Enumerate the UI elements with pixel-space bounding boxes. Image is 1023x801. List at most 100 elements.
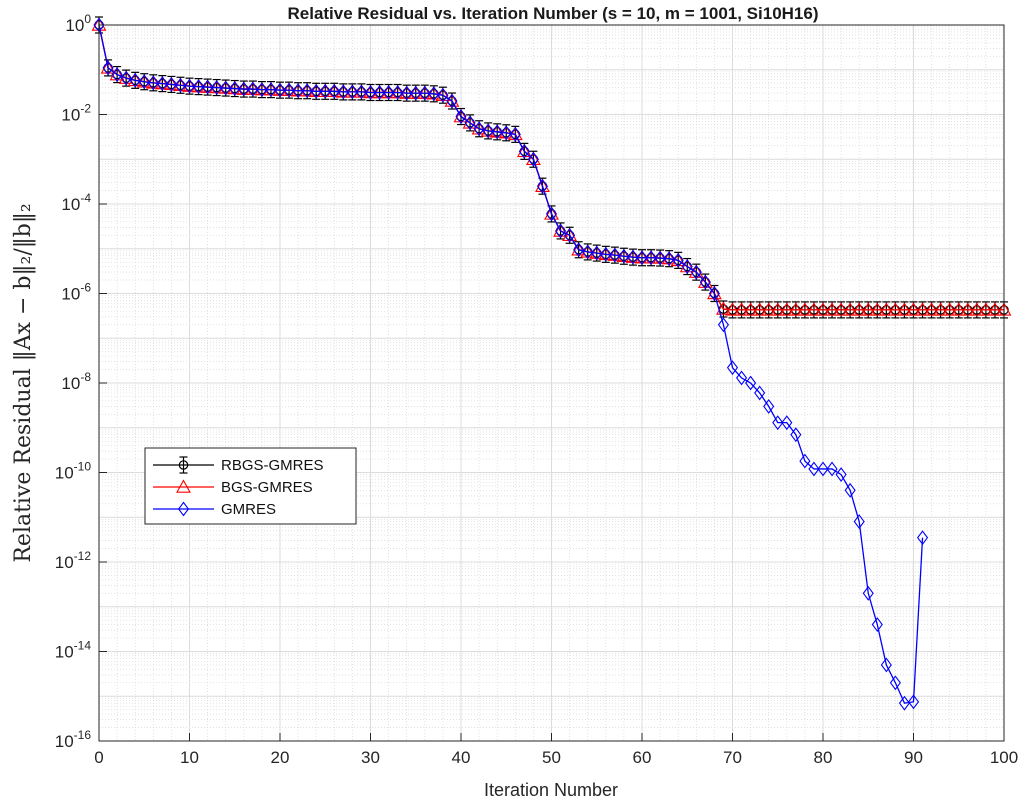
data-point xyxy=(924,302,940,316)
y-axis-label: Relative Residual ‖Ax − b‖₂/‖b‖₂ xyxy=(11,203,36,562)
data-point xyxy=(772,415,784,431)
data-point xyxy=(364,85,377,100)
data-point xyxy=(688,264,704,278)
x-tick-label: 10 xyxy=(180,748,199,767)
data-point xyxy=(102,60,114,76)
data-point xyxy=(969,302,985,316)
data-point xyxy=(951,302,967,316)
data-point xyxy=(842,302,858,316)
data-point xyxy=(708,286,720,301)
data-point xyxy=(681,259,693,274)
data-point xyxy=(573,242,585,258)
data-point xyxy=(274,82,286,98)
legend: RBGS-GMRES BGS-GMRES GMRES xyxy=(144,447,357,525)
data-point xyxy=(120,70,132,86)
data-point xyxy=(743,302,759,316)
y-tick-label: 10-2 xyxy=(61,102,91,125)
legend-label: RBGS-GMRES xyxy=(221,457,324,474)
data-point xyxy=(906,302,921,316)
data-point xyxy=(109,66,125,81)
data-point xyxy=(455,109,467,124)
x-tick-label: 0 xyxy=(94,748,103,767)
data-point xyxy=(292,83,304,99)
data-point xyxy=(779,302,795,316)
legend-marker xyxy=(176,479,191,493)
data-point xyxy=(283,82,295,98)
data-point xyxy=(392,85,404,100)
data-point xyxy=(706,285,722,300)
data-point xyxy=(373,85,386,100)
data-point xyxy=(174,77,187,93)
data-point xyxy=(482,123,494,139)
data-point xyxy=(717,317,730,333)
data-point xyxy=(301,83,313,99)
data-point xyxy=(582,244,594,260)
data-point xyxy=(265,82,277,98)
data-point xyxy=(643,250,659,264)
data-point xyxy=(545,206,558,222)
data-point xyxy=(310,83,322,99)
data-point xyxy=(726,360,739,376)
data-point xyxy=(165,77,177,92)
data-point xyxy=(346,84,358,100)
data-point xyxy=(471,121,487,135)
data-point xyxy=(229,81,241,96)
x-axis-label: Iteration Number xyxy=(484,780,618,800)
data-point xyxy=(408,85,424,99)
data-point xyxy=(536,178,549,194)
data-point xyxy=(202,79,214,95)
data-point xyxy=(473,121,485,137)
data-point xyxy=(788,302,804,316)
data-point xyxy=(129,72,141,88)
data-point xyxy=(862,585,874,601)
data-point xyxy=(355,84,368,100)
data-point xyxy=(679,258,695,273)
data-point xyxy=(428,86,440,102)
data-point xyxy=(978,302,994,316)
data-point xyxy=(444,93,460,107)
x-tick-label: 50 xyxy=(542,748,561,767)
data-point xyxy=(889,675,901,691)
data-point xyxy=(419,85,431,101)
data-point xyxy=(672,252,684,268)
data-point xyxy=(770,302,786,316)
data-point xyxy=(745,375,757,391)
data-point xyxy=(654,250,666,266)
data-point xyxy=(516,143,532,158)
data-point xyxy=(238,81,250,97)
x-tick-label: 80 xyxy=(814,748,833,767)
data-point xyxy=(156,76,168,92)
data-point xyxy=(851,302,867,316)
data-point xyxy=(464,115,476,131)
data-point xyxy=(600,246,612,262)
x-tick-label: 40 xyxy=(452,748,471,767)
x-tick-label: 90 xyxy=(904,748,923,767)
data-point xyxy=(898,695,911,711)
data-point xyxy=(734,302,749,316)
y-axis: 100 10-2 10-4 10-6 10-8 10-10 10-12 10-14 10-16 xyxy=(55,12,107,751)
y-tick-label: 10-16 xyxy=(55,728,92,751)
data-point xyxy=(697,274,713,288)
data-point xyxy=(735,370,748,386)
data-point xyxy=(627,249,639,265)
data-point xyxy=(256,82,268,98)
data-point xyxy=(761,302,777,316)
legend-marker xyxy=(178,456,189,474)
data-point xyxy=(554,223,567,239)
data-point xyxy=(453,108,469,123)
x-tick-label: 30 xyxy=(361,748,380,767)
x-tick-label: 70 xyxy=(723,748,742,767)
legend-marker xyxy=(177,501,190,517)
data-point xyxy=(299,83,315,97)
data-point xyxy=(544,206,559,220)
data-point xyxy=(880,657,892,673)
data-point xyxy=(645,250,657,266)
data-point xyxy=(183,78,196,94)
data-point xyxy=(942,302,958,316)
data-point xyxy=(754,385,766,401)
data-point xyxy=(915,302,930,316)
data-point xyxy=(817,461,829,477)
data-point xyxy=(553,223,568,237)
legend-entry: GMRES xyxy=(153,501,276,518)
